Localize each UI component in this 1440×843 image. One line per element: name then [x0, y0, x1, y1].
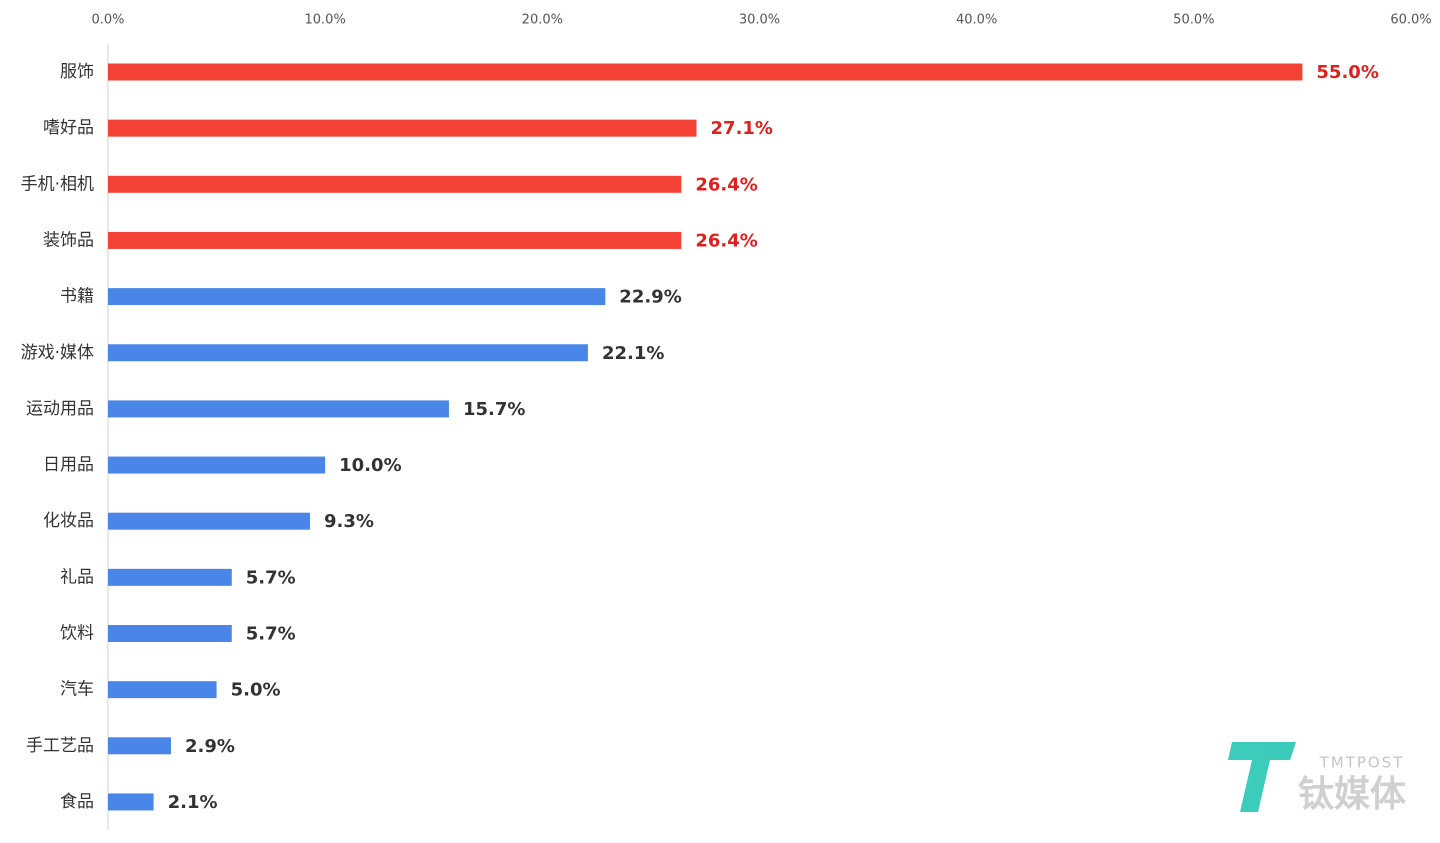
- bar: [108, 175, 682, 193]
- watermark-brand: TMTPOST: [1319, 754, 1405, 772]
- y-tick-label: 汽车: [60, 680, 94, 700]
- y-tick-label: 食品: [60, 792, 94, 812]
- y-tick-label: 书籍: [60, 287, 94, 307]
- y-tick-label: 饮料: [60, 624, 94, 644]
- x-tick-label: 0.0%: [91, 13, 124, 28]
- value-label: 27.1%: [711, 118, 773, 139]
- watermark-logo: [1228, 742, 1296, 812]
- x-tick-label: 40.0%: [956, 13, 997, 28]
- value-label: 55.0%: [1316, 62, 1378, 83]
- value-label: 5.0%: [231, 680, 281, 701]
- y-tick-label: 礼品: [60, 567, 94, 587]
- bar: [108, 63, 1303, 81]
- value-label: 2.1%: [168, 792, 218, 813]
- watermark-name: 钛媒体: [1298, 774, 1406, 815]
- value-label: 9.3%: [324, 511, 374, 532]
- bar: [108, 456, 326, 474]
- bar: [108, 288, 606, 306]
- value-label: 26.4%: [695, 174, 757, 195]
- y-tick-label: 日用品: [43, 455, 94, 475]
- bar: [108, 231, 682, 249]
- bar: [108, 512, 310, 530]
- value-label: 22.9%: [619, 287, 681, 308]
- bar: [108, 625, 232, 642]
- bar: [108, 681, 217, 699]
- bar: [108, 793, 154, 811]
- y-tick-label: 手工艺品: [26, 736, 94, 756]
- value-label: 2.9%: [185, 736, 235, 757]
- value-label: 26.4%: [695, 230, 757, 251]
- y-tick-label: 服饰: [60, 62, 94, 82]
- value-label: 5.7%: [246, 567, 296, 588]
- y-tick-label: 手机·相机: [21, 174, 94, 194]
- bar: [108, 737, 171, 755]
- bar: [108, 400, 449, 418]
- watermark: TMTPOST 钛媒体: [1228, 742, 1406, 815]
- bar: [108, 119, 697, 137]
- y-tick-label: 嗜好品: [43, 118, 94, 138]
- value-label: 15.7%: [463, 399, 525, 420]
- x-tick-label: 60.0%: [1390, 13, 1431, 28]
- bar: [108, 568, 232, 586]
- y-tick-label: 化妆品: [43, 511, 94, 531]
- y-tick-label: 装饰品: [43, 230, 94, 250]
- x-tick-label: 30.0%: [739, 13, 780, 28]
- x-tick-label: 20.0%: [522, 13, 563, 28]
- value-label: 10.0%: [339, 455, 401, 476]
- value-label: 5.7%: [246, 624, 296, 645]
- x-tick-label: 10.0%: [305, 13, 346, 28]
- bar: [108, 344, 588, 362]
- value-label: 22.1%: [602, 343, 664, 364]
- y-tick-label: 运动用品: [26, 399, 94, 419]
- y-tick-label: 游戏·媒体: [21, 343, 94, 363]
- x-tick-label: 50.0%: [1173, 13, 1214, 28]
